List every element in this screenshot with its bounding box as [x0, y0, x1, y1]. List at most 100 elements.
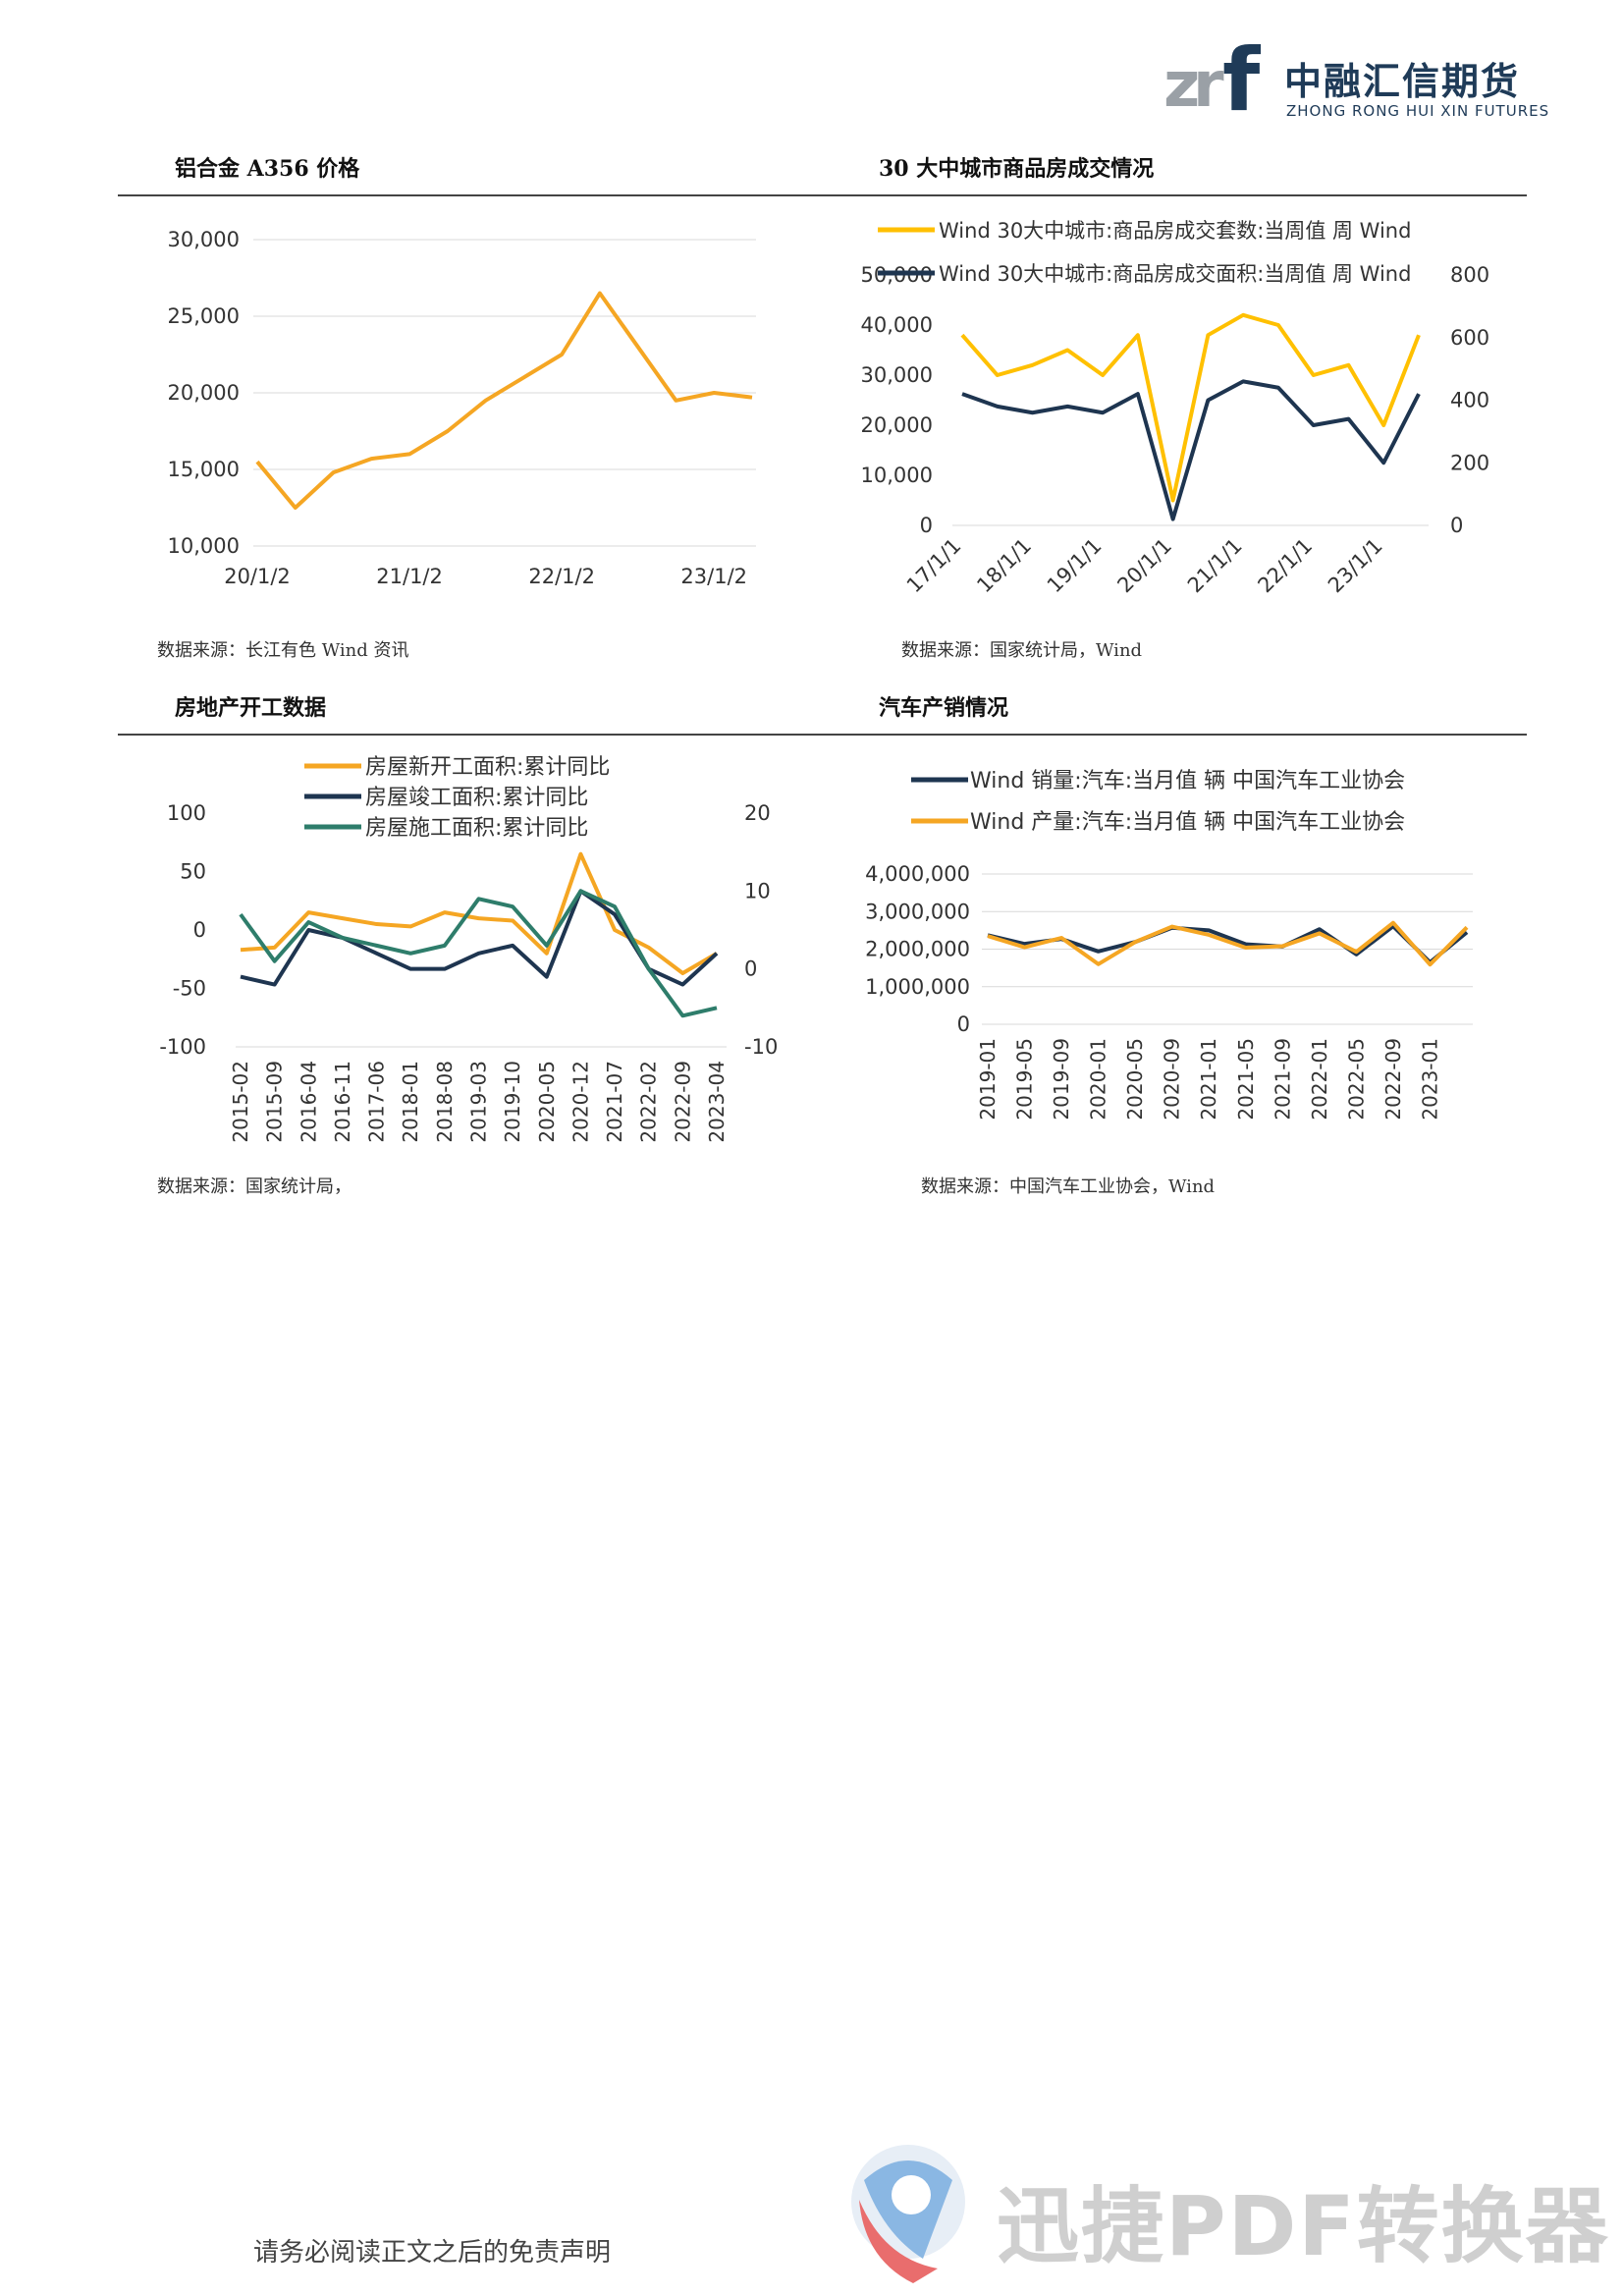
x-tick-label: 2020-05	[1123, 1038, 1147, 1121]
legend-label: 房屋施工面积:累计同比	[365, 816, 588, 841]
x-tick-label: 2021-09	[1271, 1038, 1294, 1121]
y-left-tick-label: 10,000	[861, 464, 933, 487]
x-tick-label: 20/1/1	[1112, 534, 1176, 598]
x-tick-label: 21/1/1	[1183, 534, 1247, 598]
line-series-completed	[240, 889, 719, 987]
y-right-tick-label: 200	[1450, 451, 1489, 474]
chart-aluminum-plot: 10,000 15,000 20,000 25,000 30,000 20/1/2 21/1…	[168, 228, 756, 588]
y-left-tick-label: 50	[180, 860, 206, 884]
x-tick-label: 2015-09	[263, 1061, 287, 1143]
x-tick-label: 2023-01	[1418, 1038, 1441, 1121]
x-tick-label: 2022-01	[1308, 1038, 1331, 1121]
x-tick-label: 21/1/2	[376, 565, 443, 588]
x-tick-label: 2022-02	[637, 1061, 661, 1143]
y-tick-label: 20,000	[168, 381, 240, 405]
legend-label: Wind 产量:汽车:当月值 辆 中国汽车工业协会	[970, 810, 1405, 835]
y-tick-label: 4,000,000	[865, 862, 970, 886]
y-left-tick-label: 40,000	[861, 313, 933, 337]
x-tick-label: 20/1/2	[224, 565, 291, 588]
x-tick-label: 2019-05	[1013, 1038, 1037, 1121]
x-tick-label: 2016-04	[297, 1061, 320, 1143]
x-tick-label: 2023-04	[705, 1061, 729, 1143]
line-series-auto-sales	[987, 924, 1469, 964]
chart-housing-sales: 010,00020,00030,00040,00050,000020040060…	[861, 219, 1490, 598]
y-tick-label: 1,000,000	[865, 975, 970, 999]
legend-label: 房屋新开工面积:累计同比	[365, 755, 610, 780]
x-tick-label: 2019-09	[1050, 1038, 1073, 1121]
x-tick-label: 2018-08	[433, 1061, 457, 1143]
x-tick-label: 18/1/1	[972, 534, 1036, 598]
line-series-under-construction	[239, 889, 718, 1018]
x-tick-label: 2020-12	[568, 1061, 592, 1143]
y-left-tick-label: 30,000	[861, 363, 933, 387]
watermark-logo-icon	[851, 2145, 965, 2283]
y-tick-label: 3,000,000	[865, 900, 970, 923]
x-tick-label: 2021-07	[603, 1061, 626, 1143]
y-right-tick-label: 20	[744, 801, 771, 825]
section-title-housing-sales: 30 大中城市商品房成交情况	[879, 156, 1155, 182]
x-tick-label: 2019-01	[976, 1038, 1000, 1121]
y-right-tick-label: 0	[744, 957, 757, 981]
brand-name-en: ZHONG RONG HUI XIN FUTURES	[1286, 102, 1550, 120]
y-left-tick-label: -50	[173, 977, 206, 1001]
y-tick-label: 30,000	[168, 228, 240, 251]
x-tick-label: 2019-03	[467, 1061, 491, 1143]
x-tick-label: 23/1/1	[1324, 534, 1387, 598]
x-tick-label: 22/1/2	[528, 565, 595, 588]
y-right-tick-label: 400	[1450, 389, 1489, 412]
x-tick-label: 2022-09	[671, 1061, 694, 1143]
x-tick-label: 2020-01	[1087, 1038, 1110, 1121]
y-tick-label: 25,000	[168, 304, 240, 328]
line-series-aluminum-price	[255, 291, 753, 510]
x-tick-label: 22/1/1	[1253, 534, 1317, 598]
line-series-units	[960, 312, 1421, 503]
source-real-estate: 数据来源：国家统计局，	[157, 1176, 352, 1197]
source-aluminum: 数据来源：长江有色 Wind 资讯	[157, 640, 409, 661]
x-tick-label: 2019-10	[501, 1061, 524, 1143]
x-tick-label: 23/1/2	[680, 565, 747, 588]
y-tick-label: 10,000	[168, 534, 240, 558]
x-tick-label: 2015-02	[229, 1061, 252, 1143]
source-housing-sales: 数据来源：国家统计局，Wind	[901, 640, 1143, 661]
x-tick-label: 2022-05	[1344, 1038, 1368, 1121]
y-left-tick-label: 0	[193, 918, 206, 942]
legend-label: Wind 30大中城市:商品房成交面积:当周值 周 Wind	[939, 262, 1411, 286]
section-divider-top	[118, 194, 1527, 196]
svg-text:z: z	[1163, 49, 1200, 118]
x-tick-label: 17/1/1	[902, 534, 966, 598]
y-right-tick-label: 800	[1450, 263, 1489, 287]
legend-label: 房屋竣工面积:累计同比	[365, 786, 588, 810]
y-right-tick-label: 10	[744, 879, 771, 902]
y-left-tick-label: 20,000	[861, 413, 933, 437]
line-series-new-starts	[240, 851, 719, 976]
y-right-tick-label: 600	[1450, 326, 1489, 350]
x-tick-label: 2018-01	[399, 1061, 422, 1143]
y-tick-label: 2,000,000	[865, 938, 970, 961]
chart-aluminum-price: 10,000 15,000 20,000 25,000 30,000 20/1/2 21/1…	[168, 228, 756, 588]
disclaimer-footer: 请务必阅读正文之后的免责声明	[253, 2238, 612, 2268]
svg-text:r: r	[1193, 49, 1224, 118]
y-right-tick-label: 0	[1450, 514, 1463, 537]
x-tick-label: 2016-11	[331, 1061, 354, 1143]
x-tick-label: 19/1/1	[1043, 534, 1107, 598]
brand-logo-mark: z r f	[1163, 37, 1262, 118]
y-left-tick-label: -100	[159, 1035, 206, 1059]
y-left-tick-label: 100	[167, 801, 206, 825]
brand-name-cn: 中融汇信期货	[1284, 60, 1521, 103]
section-title-real-estate: 房地产开工数据	[175, 695, 327, 721]
watermark-text: 迅捷PDF转换器	[997, 2178, 1610, 2274]
chart-auto-plot: 0 1,000,000 2,000,000 3,000,000 4,000,000 201…	[865, 769, 1473, 1121]
section-title-aluminum: 铝合金 A356 价格	[175, 156, 360, 182]
chart-auto: 0 1,000,000 2,000,000 3,000,000 4,000,000 201…	[865, 769, 1473, 1121]
y-right-tick-label: -10	[744, 1035, 778, 1059]
source-auto: 数据来源：中国汽车工业协会，Wind	[921, 1176, 1216, 1197]
line-series-auto-production	[987, 920, 1469, 967]
y-tick-label: 0	[957, 1012, 970, 1036]
y-left-tick-label: 0	[920, 514, 933, 537]
x-tick-label: 2021-05	[1234, 1038, 1258, 1121]
y-tick-label: 15,000	[168, 458, 240, 481]
legend-label: Wind 30大中城市:商品房成交套数:当周值 周 Wind	[939, 219, 1411, 243]
x-tick-label: 2022-09	[1381, 1038, 1405, 1121]
